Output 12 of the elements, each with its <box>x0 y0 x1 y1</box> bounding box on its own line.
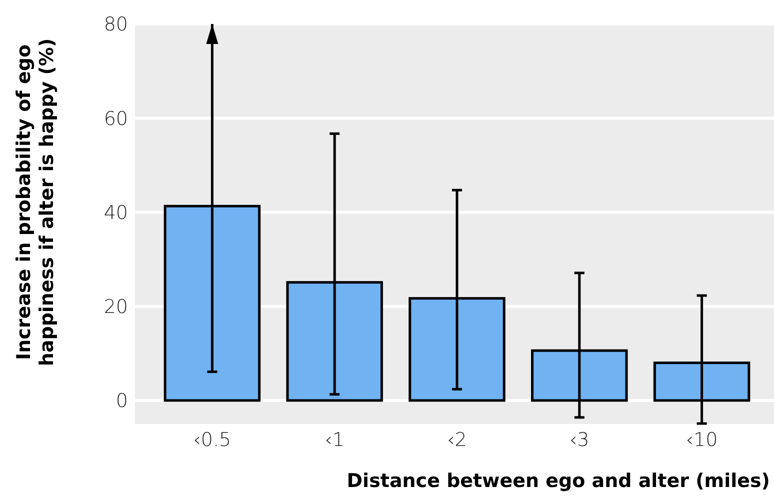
y-tick-label: 80 <box>104 14 128 36</box>
y-tick-label: 0 <box>116 390 128 412</box>
y-tick-label: 40 <box>104 202 128 224</box>
y-axis-title: Increase in probability of ego happiness if alter is happy (%) <box>13 38 58 366</box>
x-tick-label: ‹2 <box>447 429 467 451</box>
x-tick-label: ‹3 <box>570 429 590 451</box>
y-tick-label: 20 <box>104 296 128 318</box>
x-tick-label: ‹1 <box>324 429 344 451</box>
x-axis-title: Distance between ego and alter (miles) <box>346 470 770 492</box>
x-tick-label: ‹10 <box>686 429 718 451</box>
y-tick-label: 60 <box>104 108 128 130</box>
x-tick-label: ‹0.5 <box>193 429 232 451</box>
